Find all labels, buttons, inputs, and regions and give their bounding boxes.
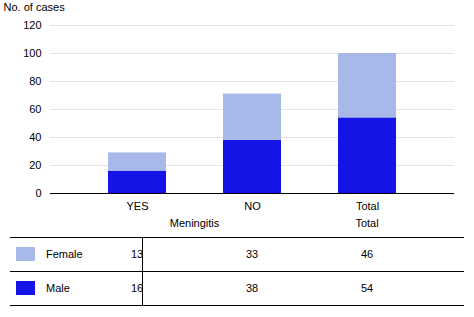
svg-text:120: 120 xyxy=(23,19,41,31)
svg-text:80: 80 xyxy=(29,75,41,87)
svg-text:Total: Total xyxy=(356,200,379,212)
svg-text:60: 60 xyxy=(29,103,41,115)
svg-text:40: 40 xyxy=(29,131,41,143)
html-text:54: 54 xyxy=(360,282,374,294)
svg-text:NO: NO xyxy=(244,200,261,212)
html-text:16: 16 xyxy=(130,282,144,294)
html-text:Female: Female xyxy=(46,248,83,260)
html-text:33: 33 xyxy=(245,248,259,260)
html-text:Meningitis: Meningitis xyxy=(169,217,220,229)
svg-text:No. of cases: No. of cases xyxy=(4,1,66,13)
html-text:13: 13 xyxy=(130,248,144,260)
html-text:38: 38 xyxy=(245,282,259,294)
svg-text:0: 0 xyxy=(35,187,41,199)
html-text:46: 46 xyxy=(360,248,374,260)
html-text:Total: Total xyxy=(355,217,379,229)
html-text:Male: Male xyxy=(46,282,70,294)
svg-text:YES: YES xyxy=(126,200,148,212)
svg-text:20: 20 xyxy=(29,159,41,171)
svg-text:100: 100 xyxy=(23,47,41,59)
